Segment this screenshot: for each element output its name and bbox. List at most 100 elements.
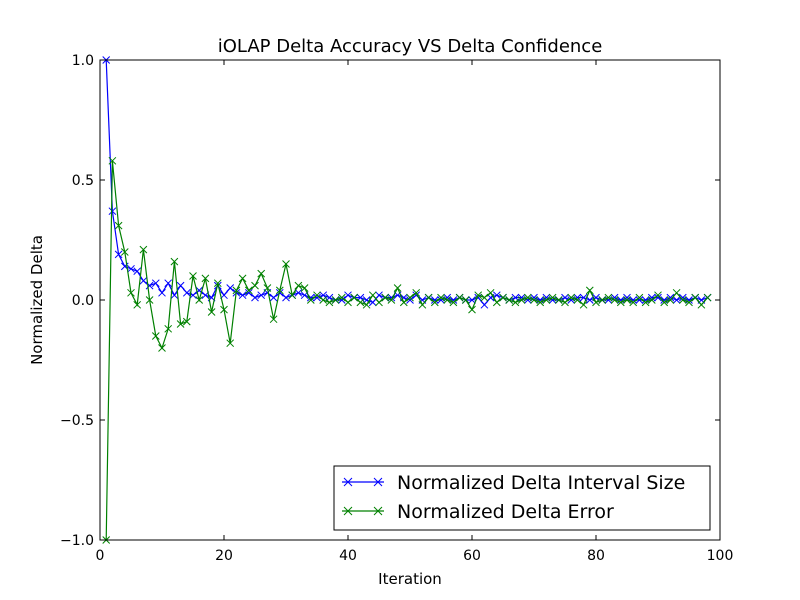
data-point — [337, 296, 346, 304]
data-point — [226, 284, 235, 292]
data-point — [443, 296, 452, 304]
x-tick-label: 40 — [339, 548, 357, 564]
data-point — [120, 248, 129, 256]
data-point — [654, 291, 662, 300]
series-1 — [102, 156, 712, 544]
data-point — [127, 288, 135, 297]
data-point — [530, 293, 538, 302]
data-point — [492, 298, 501, 307]
x-tick-label: 60 — [463, 548, 481, 564]
data-point — [381, 293, 390, 302]
data-point — [182, 288, 191, 297]
data-point — [530, 296, 538, 304]
data-point — [585, 296, 594, 304]
data-point — [282, 260, 290, 268]
data-point — [244, 288, 253, 297]
data-point — [133, 267, 142, 276]
data-point — [406, 296, 414, 304]
data-point — [554, 296, 563, 304]
data-point — [108, 156, 117, 165]
data-point — [337, 293, 346, 302]
data-point — [635, 296, 644, 304]
data-point — [548, 293, 557, 302]
data-point — [399, 298, 408, 307]
data-point — [424, 293, 433, 302]
y-axis-label: Normalized Delta — [28, 235, 46, 365]
data-point — [412, 288, 421, 297]
legend: Normalized Delta Interval Size Normalized… — [333, 465, 711, 531]
data-point — [282, 293, 290, 302]
data-point — [170, 257, 179, 266]
x-tick-label: 100 — [707, 548, 734, 564]
data-point — [672, 296, 681, 304]
data-point — [294, 281, 303, 290]
data-point — [195, 296, 204, 304]
data-point — [678, 293, 687, 302]
data-point — [474, 291, 483, 300]
legend-frame — [333, 465, 711, 531]
data-point — [623, 293, 631, 302]
data-point — [567, 296, 576, 304]
data-point — [158, 288, 166, 297]
legend-entry-0: Normalized Delta Interval Size — [342, 472, 685, 494]
data-point — [238, 291, 247, 300]
data-point — [319, 296, 328, 304]
data-point — [480, 293, 489, 302]
data-point — [145, 296, 154, 304]
data-point — [685, 298, 693, 307]
data-point — [641, 296, 650, 304]
data-point — [654, 293, 662, 302]
data-point — [499, 293, 507, 302]
data-point — [629, 296, 638, 304]
x-tick-label: 20 — [215, 548, 233, 564]
data-point — [592, 298, 600, 307]
data-point — [523, 293, 532, 302]
data-point — [585, 286, 594, 295]
data-point — [387, 296, 396, 304]
data-point — [244, 286, 253, 295]
data-point — [350, 293, 359, 302]
data-point — [139, 245, 148, 254]
data-point — [629, 298, 638, 307]
data-point — [573, 296, 582, 304]
data-point — [344, 291, 352, 300]
data-point — [647, 296, 656, 304]
data-point — [604, 293, 613, 302]
data-point — [548, 296, 557, 304]
data-point — [325, 298, 334, 307]
data-point — [616, 296, 625, 304]
data-point — [232, 286, 241, 295]
data-point — [486, 288, 495, 297]
x-tick-label: 80 — [587, 548, 605, 564]
data-point — [523, 296, 532, 304]
data-point — [189, 272, 197, 280]
data-point — [300, 284, 309, 292]
data-point — [368, 291, 377, 300]
legend-marker — [373, 506, 383, 516]
data-point — [151, 279, 160, 288]
data-point — [356, 298, 365, 307]
data-point — [158, 344, 166, 352]
data-point — [492, 291, 501, 300]
data-point — [430, 298, 439, 307]
data-point — [610, 296, 619, 304]
data-point — [375, 291, 383, 300]
ticks-layer: 0 20 40 60 80 100 −1.0 −0.5 0.0 0.5 1.0 — [60, 53, 733, 564]
legend-label: Normalized Delta Interval Size — [397, 472, 685, 494]
y-tick-label: −1.0 — [60, 533, 94, 549]
data-point — [306, 296, 315, 304]
data-point — [536, 296, 545, 304]
data-point — [623, 296, 631, 304]
y-tick-label: 1.0 — [72, 53, 94, 69]
data-point — [461, 296, 470, 304]
data-point — [257, 291, 266, 300]
data-point — [660, 296, 669, 304]
data-point — [393, 284, 402, 292]
data-point — [685, 296, 693, 304]
data-point — [443, 293, 452, 302]
data-point — [269, 315, 278, 324]
data-point — [207, 308, 216, 316]
data-point — [641, 298, 650, 307]
data-point — [368, 298, 377, 307]
